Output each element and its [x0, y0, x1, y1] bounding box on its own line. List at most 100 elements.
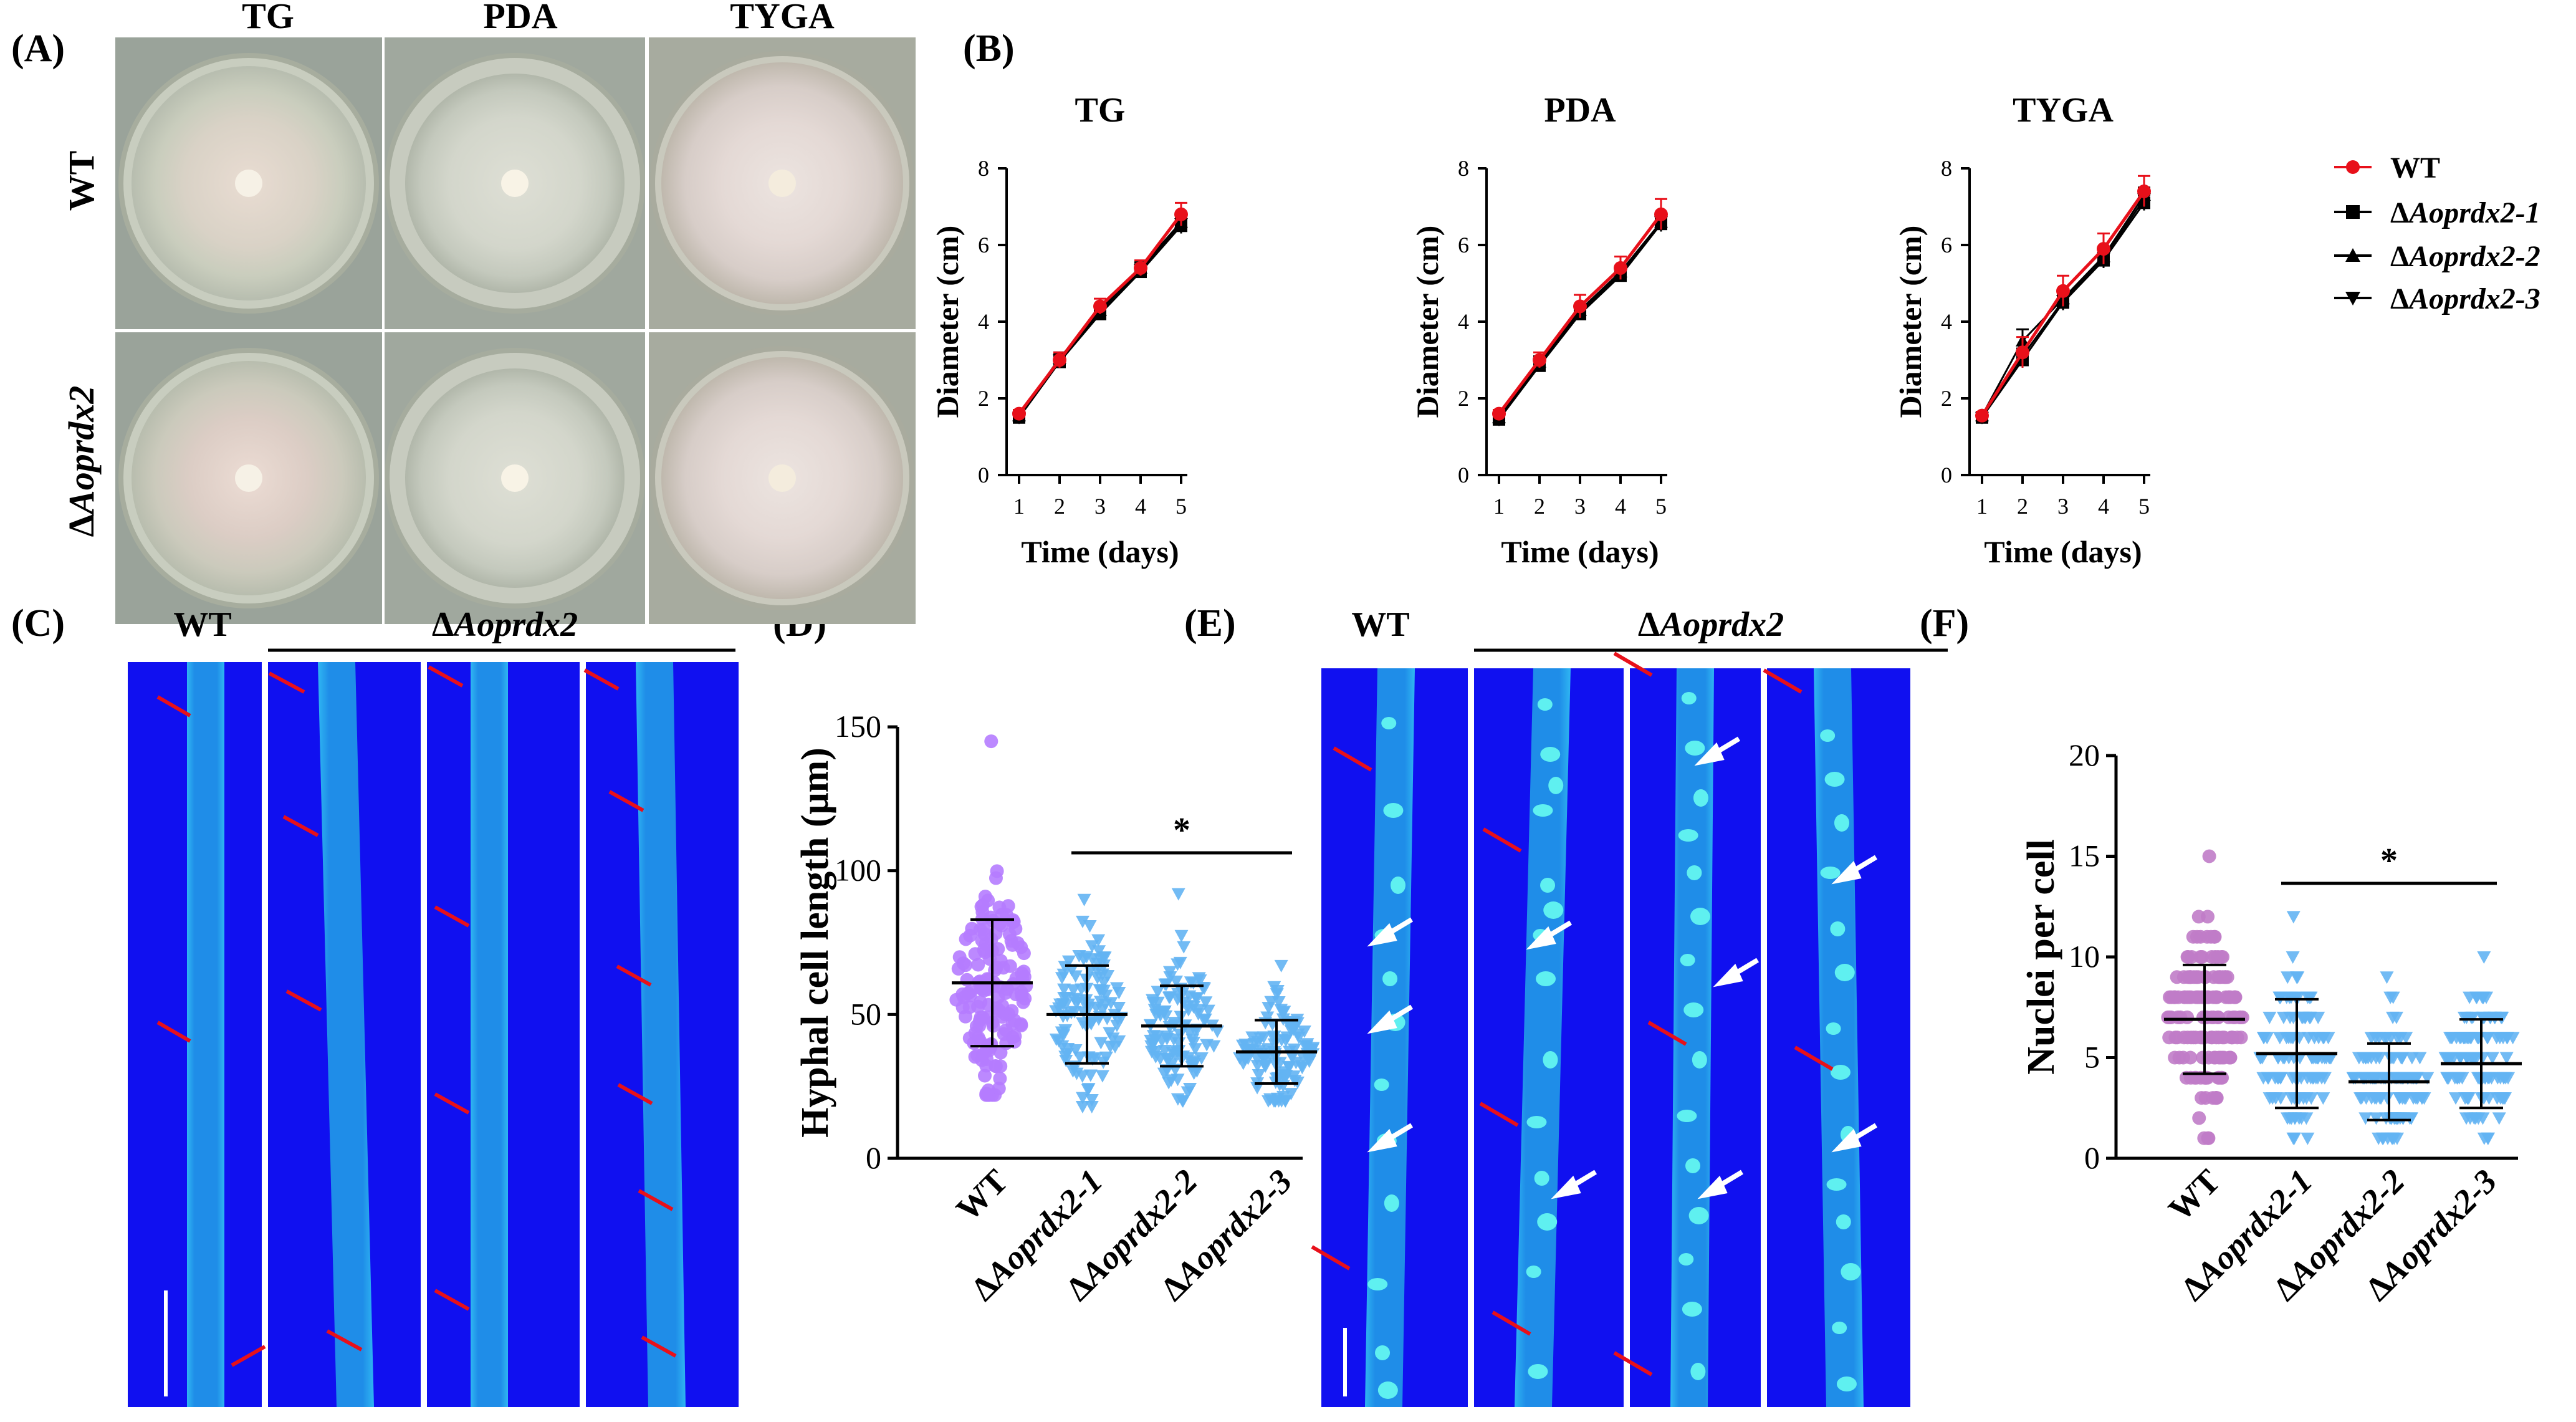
data-point [1003, 959, 1017, 973]
data-point [1052, 1002, 1066, 1015]
data-point [2307, 1032, 2322, 1045]
data-point [2202, 849, 2216, 863]
data-point [1019, 979, 1033, 993]
data-point [2463, 991, 2477, 1004]
nucleus [1693, 789, 1708, 807]
septum-marker [1613, 1351, 1653, 1376]
y-axis-label: Diameter (cm) [930, 226, 965, 418]
data-point [1174, 930, 1189, 943]
nucleus [1533, 804, 1553, 817]
chart-title: TG [1075, 91, 1126, 130]
data-point [971, 1030, 985, 1045]
x-tick-label: 3 [2057, 494, 2069, 519]
data-point [2288, 1112, 2302, 1125]
data-point [2443, 1052, 2458, 1065]
data-point [1247, 1038, 1262, 1051]
growth-chart-pda: PDA 0 2 4 6 8 1 2 3 4 5 Time (days) Diameter (cm) [1410, 91, 1668, 569]
data-point [1614, 261, 1627, 275]
data-point [1295, 1062, 1310, 1075]
data-point [2137, 184, 2151, 198]
data-point [1975, 408, 1989, 423]
panel-label-e: (E) [1184, 602, 1236, 645]
data-point [1000, 982, 1015, 996]
septum-marker [434, 1092, 470, 1115]
data-point [1199, 996, 1213, 1009]
septum-marker [583, 668, 620, 691]
x-axis-label: Time (days) [1021, 534, 1179, 569]
data-point [1057, 983, 1071, 996]
septum-marker [156, 695, 191, 718]
data-point [2353, 1092, 2368, 1105]
nucleus [1540, 878, 1556, 893]
data-point [1014, 1017, 1028, 1031]
data-point [1284, 1088, 1298, 1101]
data-point [2272, 991, 2287, 1004]
data-point [976, 1047, 990, 1062]
x-tick-label: 1 [1013, 494, 1025, 519]
scale-bar [164, 1290, 168, 1396]
septum-marker [1794, 1045, 1834, 1071]
data-point [1163, 991, 1177, 1004]
data-point [2261, 1072, 2276, 1085]
data-point [1103, 1040, 1118, 1054]
data-point [1274, 959, 1288, 973]
nucleus [1824, 772, 1845, 787]
data-point [2262, 1011, 2277, 1024]
data-point [956, 956, 970, 971]
data-point [2476, 1112, 2490, 1125]
nucleus [1540, 747, 1561, 762]
data-point [977, 983, 991, 997]
septum-marker [156, 1021, 191, 1043]
data-point [2358, 1112, 2373, 1125]
data-point [1300, 1040, 1314, 1053]
data-point [1095, 1070, 1109, 1083]
row-label-mutant: ΔAoprdx2 [61, 386, 102, 537]
data-point [2356, 1052, 2370, 1065]
data-point [1055, 1026, 1069, 1039]
data-point [1072, 950, 1086, 963]
data-point [955, 1000, 970, 1014]
nucleus [1692, 1051, 1707, 1069]
y-tick-label: 8 [1941, 156, 1952, 181]
legend-marker-2 [2345, 248, 2360, 262]
significance-star: * [1173, 811, 1190, 850]
data-point [2221, 990, 2236, 1004]
nucleus [1391, 877, 1406, 894]
data-point [1008, 921, 1023, 936]
data-point [1157, 1044, 1172, 1057]
data-point [1167, 1017, 1182, 1030]
septum-marker [1491, 1310, 1531, 1336]
data-point [1492, 406, 1506, 421]
y-tick-label: 100 [835, 853, 881, 888]
col-label-pda: PDA [483, 0, 557, 36]
data-point [2480, 1032, 2494, 1045]
data-point [1093, 299, 1107, 314]
nucleus [1826, 1178, 1847, 1191]
nuclei [1367, 692, 1861, 1399]
chart-title: PDA [1544, 91, 1616, 130]
data-point [2205, 950, 2219, 964]
data-point [1181, 1052, 1195, 1065]
data-point [2300, 1072, 2314, 1085]
data-point [2449, 1092, 2463, 1105]
significance-star: * [2380, 842, 2398, 880]
data-point [1077, 893, 1091, 906]
data-point [969, 1019, 984, 1034]
data-point [2492, 1112, 2506, 1125]
data-point [999, 1036, 1013, 1050]
legend-label-2: ΔAoprdx2-2 [2390, 240, 2540, 273]
data-point [1258, 1060, 1273, 1074]
nucleus [1685, 1158, 1701, 1173]
plug [235, 464, 262, 492]
data-point [993, 1072, 1007, 1086]
nucleus [1690, 908, 1711, 925]
septum-marker [1479, 1102, 1519, 1127]
y-tick-label: 0 [978, 463, 989, 488]
arrowhead [1694, 742, 1725, 766]
nucleus [1680, 954, 1695, 966]
data-point [1075, 1100, 1089, 1113]
data-point [2460, 1092, 2474, 1105]
data-point [995, 1010, 1009, 1024]
category-label: WT [949, 1162, 1015, 1228]
